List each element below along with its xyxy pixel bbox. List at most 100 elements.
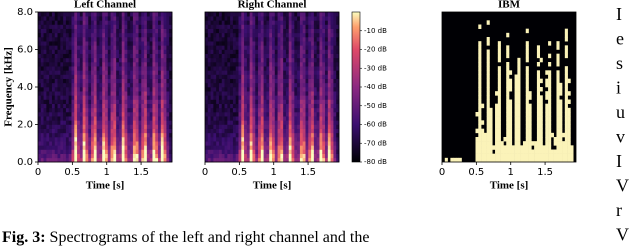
spectrogram-cell <box>311 116 314 120</box>
spectrogram-cell <box>72 133 75 137</box>
spectrogram-cell <box>317 150 320 154</box>
spectrogram-cell <box>216 95 219 99</box>
spectrogram-cell <box>239 87 242 91</box>
spectrogram-cell <box>41 104 44 108</box>
spectrogram-cell <box>328 104 331 108</box>
spectrogram-cell <box>506 87 509 91</box>
spectrogram-cell <box>306 45 309 49</box>
spectrogram-cell <box>108 41 111 45</box>
spectrogram-cell <box>77 45 80 49</box>
spectrogram-cell <box>225 120 228 124</box>
spectrogram-cell <box>314 87 317 91</box>
spectrogram-cell <box>328 133 331 137</box>
spectrogram-cell <box>545 112 548 116</box>
spectrogram-cell <box>517 87 520 91</box>
spectrogram-cell <box>247 91 250 95</box>
spectrogram-cell <box>113 87 116 91</box>
spectrogram-cell <box>227 58 230 62</box>
spectrogram-cell <box>300 150 303 154</box>
spectrogram-cell <box>230 83 233 87</box>
spectrogram-cell <box>60 58 63 62</box>
spectrogram-cell <box>219 83 222 87</box>
spectrogram-cell <box>565 116 568 120</box>
spectrogram-cell <box>219 108 222 112</box>
spectrogram-cell <box>264 104 267 108</box>
caption: Fig. 3: Spectrograms of the left and rig… <box>2 229 369 246</box>
spectrogram-cell <box>136 91 139 95</box>
spectrogram-cell <box>127 137 130 141</box>
spectrogram-cell <box>236 58 239 62</box>
spectrogram-cell <box>495 112 498 116</box>
spectrogram-cell <box>314 104 317 108</box>
spectrogram-cell <box>289 79 292 83</box>
side-text: v <box>616 127 625 147</box>
spectrogram-cell <box>565 104 568 108</box>
spectrogram-cell <box>568 137 571 141</box>
spectrogram-cell <box>99 104 102 108</box>
spectrogram-cell <box>311 104 314 108</box>
spectrogram-cell <box>102 50 105 54</box>
spectrogram-cell <box>319 70 322 74</box>
spectrogram-cell <box>308 145 311 149</box>
spectrogram-cell <box>125 29 128 33</box>
spectrogram-cell <box>80 33 83 37</box>
spectrogram-cell <box>239 54 242 58</box>
spectrogram-cell <box>331 70 334 74</box>
spectrogram-cell <box>294 150 297 154</box>
spectrogram-cell <box>297 133 300 137</box>
spectrogram-cell <box>283 150 286 154</box>
spectrogram-cell <box>565 108 568 112</box>
spectrogram-cell <box>122 75 125 79</box>
spectrogram-cell <box>222 141 225 145</box>
spectrogram-cell <box>97 37 100 41</box>
spectrogram-cell <box>264 62 267 66</box>
spectrogram-cell <box>113 91 116 95</box>
spectrogram-cell <box>127 87 130 91</box>
spectrogram-cell <box>303 62 306 66</box>
spectrogram-cell <box>272 79 275 83</box>
spectrogram-cell <box>222 108 225 112</box>
spectrogram-cell <box>88 66 91 70</box>
spectrogram-cell <box>565 120 568 124</box>
spectrogram-cell <box>216 50 219 54</box>
spectrogram-cell <box>108 33 111 37</box>
panel-title: IBM <box>498 0 521 11</box>
spectrogram-cell <box>139 100 142 104</box>
spectrogram-cell <box>526 58 529 62</box>
spectrogram-cell <box>331 33 334 37</box>
spectrogram-cell <box>69 75 72 79</box>
spectrogram-cell <box>264 79 267 83</box>
spectrogram-cell <box>233 112 236 116</box>
spectrogram-cell <box>526 75 529 79</box>
spectrogram-cell <box>278 20 281 24</box>
spectrogram-cell <box>250 58 253 62</box>
spectrogram-cell <box>150 20 153 24</box>
spectrogram-cell <box>503 150 506 154</box>
spectrogram-cell <box>556 83 559 87</box>
spectrogram-cell <box>283 83 286 87</box>
spectrogram-cell <box>283 66 286 70</box>
spectrogram-cell <box>99 137 102 141</box>
spectrogram-cell <box>122 79 125 83</box>
spectrogram-cell <box>225 62 228 66</box>
spectrogram-cell <box>227 95 230 99</box>
spectrogram-cell <box>83 100 86 104</box>
spectrogram-cell <box>280 133 283 137</box>
spectrogram-cell <box>38 116 41 120</box>
spectrogram-cell <box>294 116 297 120</box>
spectrogram-cell <box>515 125 518 129</box>
spectrogram-cell <box>55 58 58 62</box>
spectrogram-cell <box>322 120 325 124</box>
spectrogram-cell <box>308 45 311 49</box>
spectrogram-cell <box>127 33 130 37</box>
spectrogram-cell <box>261 104 264 108</box>
spectrogram-cell <box>255 112 258 116</box>
spectrogram-cell <box>498 75 501 79</box>
spectrogram-cell <box>41 154 44 158</box>
spectrogram-cell <box>325 137 328 141</box>
spectrogram-cell <box>261 50 264 54</box>
spectrogram-cell <box>297 112 300 116</box>
spectrogram-cell <box>278 25 281 29</box>
spectrogram-cell <box>216 20 219 24</box>
spectrogram-cell <box>250 125 253 129</box>
